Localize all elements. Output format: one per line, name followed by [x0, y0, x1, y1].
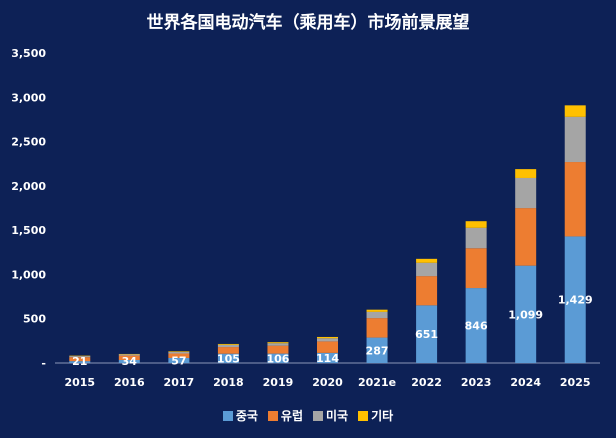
- chart-title: 世界各国电动汽车（乘用车）市场前景展望: [146, 13, 470, 33]
- bar-segment: [366, 337, 388, 363]
- y-tick-label: 500: [23, 313, 46, 326]
- bar-segment: [317, 352, 338, 363]
- bar-segment: [465, 288, 487, 363]
- x-tick-label: 2017: [164, 376, 195, 389]
- data-label: 105: [217, 352, 240, 365]
- bar-segment: [515, 177, 537, 209]
- bar-segment: [416, 276, 438, 306]
- bar-segment: [267, 343, 289, 346]
- bar-segment: [515, 265, 537, 363]
- x-tick-label: 2023: [461, 376, 492, 389]
- legend-item: 중국: [222, 407, 258, 424]
- bar-segment: [69, 357, 91, 362]
- y-tick-label: 2,000: [11, 180, 46, 193]
- legend-label: 기타: [371, 409, 394, 423]
- legend-swatch: [222, 410, 233, 421]
- bar-segment: [168, 351, 190, 352]
- y-tick-label: 1,500: [11, 224, 46, 237]
- bar-segment: [69, 361, 91, 363]
- bar-segment: [564, 116, 586, 163]
- bar-segment: [168, 351, 190, 354]
- data-label: 1,099: [508, 308, 543, 321]
- legend-item: 미국: [313, 407, 348, 424]
- data-label: 846: [465, 320, 488, 333]
- y-tick-label: 2,500: [11, 136, 46, 149]
- bar-segment: [366, 311, 388, 319]
- legend-swatch: [313, 410, 323, 421]
- legend-label: 미국: [326, 409, 349, 423]
- data-label: 651: [415, 328, 438, 341]
- x-tick-label: 2020: [312, 376, 343, 389]
- bar-segment: [217, 347, 239, 354]
- bar-segment: [416, 258, 438, 263]
- bar-segment: [217, 343, 239, 345]
- x-tick-label: 2025: [560, 376, 591, 389]
- legend: 중국 유럽 미국 기타: [0, 407, 616, 424]
- bar-segment: [564, 236, 586, 363]
- bar-segment: [416, 262, 438, 277]
- x-tick-label: 2018: [213, 376, 244, 389]
- bar-segment: [317, 338, 338, 342]
- data-label: 1,429: [558, 294, 593, 307]
- data-label: 34: [122, 355, 138, 368]
- bar-segment: [118, 359, 140, 363]
- x-tick-label: 2021e: [358, 376, 396, 389]
- x-tick-label: 2016: [114, 376, 145, 389]
- bar-segment: [416, 305, 438, 363]
- data-label: 106: [266, 352, 289, 365]
- bar-segment: [168, 357, 190, 363]
- bar-segment: [465, 227, 487, 249]
- bar-segment: [465, 221, 487, 228]
- y-tick-label: 3,500: [11, 47, 46, 60]
- bar-segment: [217, 353, 239, 363]
- bar-segment: [465, 248, 487, 289]
- bar-segment: [564, 105, 586, 117]
- bar-segment: [217, 344, 239, 348]
- bar-segment: [515, 169, 537, 178]
- bar-segment: [317, 336, 338, 339]
- bar-segment: [267, 345, 289, 354]
- legend-label: 유럽: [280, 409, 303, 423]
- bar-segment: [366, 309, 388, 312]
- legend-label: 중국: [235, 409, 258, 423]
- legend-item: 기타: [358, 407, 393, 424]
- legend-item: 유럽: [267, 407, 303, 424]
- y-tick-label: -: [41, 357, 46, 370]
- bar-segment: [118, 355, 140, 360]
- bar-segment: [168, 353, 190, 358]
- x-tick-label: 2015: [64, 376, 95, 389]
- y-tick-label: 1,000: [11, 268, 46, 281]
- bar-segment: [118, 354, 140, 356]
- bar-segment: [267, 342, 289, 344]
- y-tick-label: 3,000: [11, 91, 46, 104]
- data-label: 287: [366, 344, 389, 357]
- data-label: 114: [316, 352, 339, 365]
- bar-segment: [366, 318, 388, 338]
- bar-segment: [317, 341, 338, 353]
- bar-segment: [267, 353, 289, 363]
- x-tick-label: 2019: [263, 376, 294, 389]
- bar-segment: [515, 208, 537, 266]
- bar-segment: [564, 162, 586, 237]
- legend-swatch: [267, 410, 278, 421]
- bar-segment: [69, 356, 91, 358]
- x-tick-label: 2022: [411, 376, 442, 389]
- data-label: 21: [72, 355, 87, 368]
- legend-swatch: [358, 410, 369, 421]
- data-label: 57: [171, 354, 186, 367]
- x-tick-label: 2024: [510, 376, 541, 389]
